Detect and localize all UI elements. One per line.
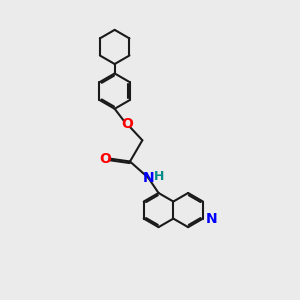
Text: N: N bbox=[206, 212, 218, 226]
Text: O: O bbox=[121, 117, 133, 131]
Text: O: O bbox=[100, 152, 112, 166]
Text: N: N bbox=[143, 171, 154, 185]
Text: H: H bbox=[154, 170, 165, 183]
